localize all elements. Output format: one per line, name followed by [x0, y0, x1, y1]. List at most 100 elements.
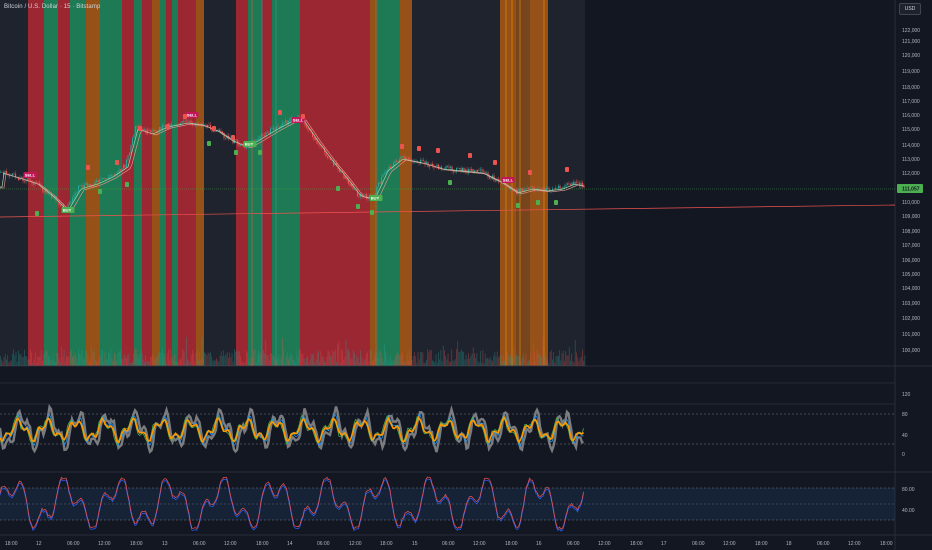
- volume-bar: [382, 361, 384, 366]
- volume-bar: [270, 353, 271, 366]
- volume-bar: [66, 356, 67, 366]
- volume-bar: [195, 352, 197, 366]
- volume-bar: [493, 355, 495, 366]
- candle-body: [486, 172, 488, 174]
- volume-bar: [376, 352, 378, 366]
- osc1-tick: 0: [902, 452, 905, 458]
- volume-bar: [508, 357, 510, 366]
- volume-bar: [280, 356, 282, 366]
- time-tick: 06:00: [567, 541, 580, 547]
- volume-bar: [26, 356, 28, 366]
- volume-bar: [472, 347, 474, 366]
- volume-bar: [216, 358, 217, 366]
- candle-body: [267, 132, 269, 133]
- volume-bar: [332, 349, 334, 366]
- candle-body: [304, 121, 306, 126]
- candle-body: [114, 174, 116, 176]
- volume-bar: [115, 354, 117, 366]
- candle-body: [268, 132, 270, 135]
- volume-bar: [295, 362, 297, 366]
- candle-body: [328, 157, 330, 159]
- candle-body: [150, 130, 152, 132]
- volume-bar: [360, 350, 361, 366]
- volume-bar: [410, 356, 412, 366]
- volume-bar: [292, 359, 294, 366]
- volume-bar: [349, 352, 351, 366]
- volume-bar: [288, 358, 289, 366]
- candle-body: [261, 134, 263, 137]
- candle-body: [159, 127, 161, 131]
- volume-bar: [72, 356, 73, 366]
- volume-bar: [182, 349, 184, 366]
- currency-button[interactable]: USD: [899, 3, 921, 15]
- volume-bar: [559, 349, 561, 366]
- candle-body: [78, 185, 80, 192]
- volume-bar: [378, 357, 379, 366]
- candle-body: [217, 129, 219, 131]
- signal-band: [300, 0, 370, 366]
- volume-bar: [429, 350, 431, 366]
- candle-body: [423, 160, 425, 162]
- candle-body: [421, 160, 423, 161]
- volume-bar: [310, 353, 312, 366]
- volume-bar: [84, 359, 85, 366]
- volume-bar: [154, 359, 156, 366]
- price-tick: 109,000: [902, 214, 920, 220]
- candle-body: [106, 178, 108, 179]
- osc1-tick: 120: [902, 392, 911, 398]
- candle-body: [358, 195, 360, 197]
- candle-body: [124, 165, 126, 168]
- candle-body: [184, 120, 186, 122]
- volume-bar: [208, 353, 210, 366]
- volume-bar: [192, 349, 193, 366]
- candle-body: [514, 188, 516, 190]
- signal-band: [160, 0, 166, 366]
- sell-signal-text: SELL: [293, 118, 304, 123]
- volume-bar: [326, 356, 328, 366]
- candle-body: [96, 180, 98, 183]
- volume-bar: [542, 337, 544, 366]
- volume-bar: [510, 355, 511, 366]
- candle-body: [564, 186, 566, 188]
- candle-body: [190, 120, 192, 123]
- volume-bar: [370, 351, 372, 366]
- volume-bar: [54, 361, 55, 366]
- volume-bar: [366, 353, 367, 366]
- volume-bar: [524, 359, 526, 366]
- volume-bar: [397, 351, 399, 366]
- candle-body: [1, 171, 3, 173]
- candle-body: [384, 172, 386, 175]
- volume-bar: [560, 360, 562, 366]
- volume-bar: [350, 358, 352, 366]
- volume-bar: [314, 362, 316, 366]
- candle-body: [339, 169, 341, 172]
- small-buy-marker: [35, 211, 39, 216]
- volume-bar: [31, 352, 33, 366]
- candle-body: [171, 124, 173, 127]
- volume-bar: [540, 356, 541, 366]
- volume-bar: [262, 349, 264, 366]
- volume-bar: [412, 356, 414, 366]
- small-sell-marker: [166, 124, 170, 129]
- candle-body: [13, 173, 15, 175]
- volume-bar: [50, 359, 52, 366]
- candle-body: [87, 183, 89, 186]
- volume-bar: [486, 358, 487, 366]
- candle-body: [546, 188, 548, 191]
- volume-bar: [14, 355, 16, 366]
- candle-body: [333, 159, 335, 166]
- volume-bar: [75, 356, 77, 366]
- candle-body: [30, 179, 32, 181]
- volume-bar: [296, 349, 298, 366]
- volume-bar: [133, 353, 135, 366]
- volume-bar: [394, 355, 396, 366]
- volume-bar: [309, 359, 311, 366]
- candle-body: [420, 160, 422, 164]
- candle-body: [408, 157, 410, 159]
- candle-body: [406, 157, 408, 158]
- volume-bar: [442, 345, 444, 366]
- candle-body: [219, 129, 221, 132]
- volume-bar: [45, 349, 47, 366]
- volume-bar: [103, 361, 105, 366]
